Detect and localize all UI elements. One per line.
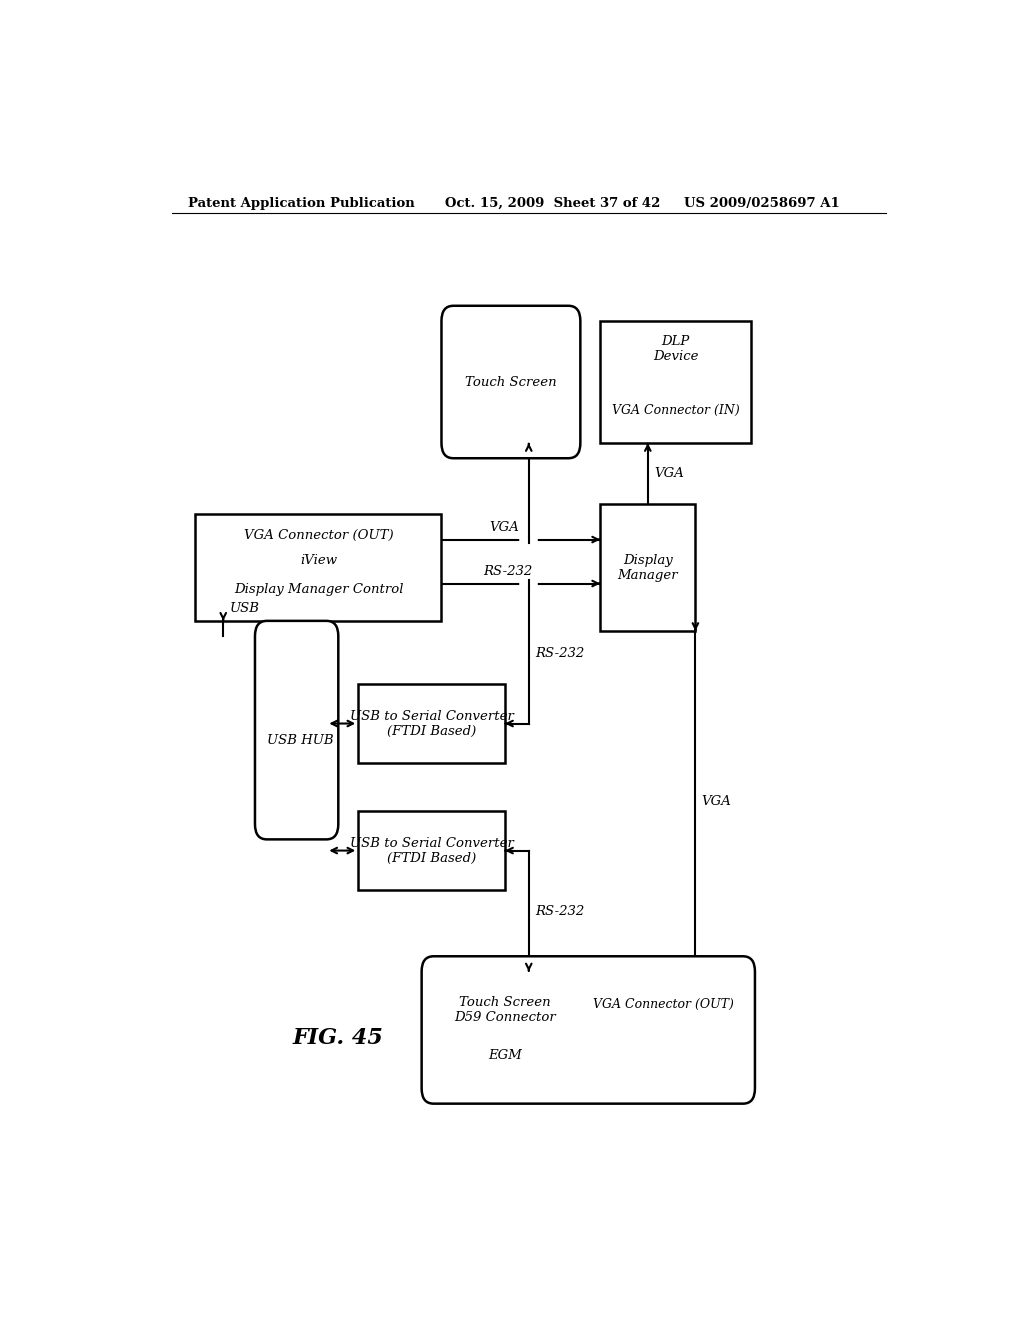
Text: VGA Connector (OUT): VGA Connector (OUT)	[593, 998, 734, 1011]
FancyBboxPatch shape	[600, 504, 695, 631]
Text: USB: USB	[229, 602, 259, 615]
Text: VGA: VGA	[701, 795, 731, 808]
FancyBboxPatch shape	[441, 306, 581, 458]
Text: RS-232: RS-232	[536, 647, 585, 660]
Text: VGA: VGA	[489, 521, 519, 533]
FancyBboxPatch shape	[600, 321, 751, 444]
Text: VGA: VGA	[654, 467, 684, 480]
Text: US 2009/0258697 A1: US 2009/0258697 A1	[684, 197, 840, 210]
Text: USB to Serial Converter
(FTDI Based): USB to Serial Converter (FTDI Based)	[349, 710, 513, 738]
Text: VGA Connector (IN): VGA Connector (IN)	[611, 404, 739, 417]
FancyBboxPatch shape	[358, 684, 505, 763]
FancyBboxPatch shape	[196, 515, 441, 620]
Text: Display Manager Control: Display Manager Control	[233, 583, 403, 597]
FancyBboxPatch shape	[358, 810, 505, 890]
Text: USB to Serial Converter
(FTDI Based): USB to Serial Converter (FTDI Based)	[349, 837, 513, 865]
FancyBboxPatch shape	[422, 956, 755, 1104]
Text: EGM: EGM	[488, 1049, 522, 1061]
Text: RS-232: RS-232	[483, 565, 532, 578]
Text: Oct. 15, 2009  Sheet 37 of 42: Oct. 15, 2009 Sheet 37 of 42	[445, 197, 660, 210]
Text: Touch Screen: Touch Screen	[465, 375, 557, 388]
Text: RS-232: RS-232	[536, 904, 585, 917]
Text: Patent Application Publication: Patent Application Publication	[187, 197, 415, 210]
FancyBboxPatch shape	[255, 620, 338, 840]
Text: FIG. 45: FIG. 45	[293, 1027, 384, 1048]
Text: DLP
Device: DLP Device	[653, 335, 698, 363]
Text: Touch Screen
D59 Connector: Touch Screen D59 Connector	[454, 995, 556, 1023]
Text: USB HUB: USB HUB	[267, 734, 334, 747]
Text: VGA Connector (OUT): VGA Connector (OUT)	[244, 528, 393, 541]
Text: Display
Manager: Display Manager	[617, 553, 678, 582]
Text: iView: iView	[300, 554, 337, 566]
